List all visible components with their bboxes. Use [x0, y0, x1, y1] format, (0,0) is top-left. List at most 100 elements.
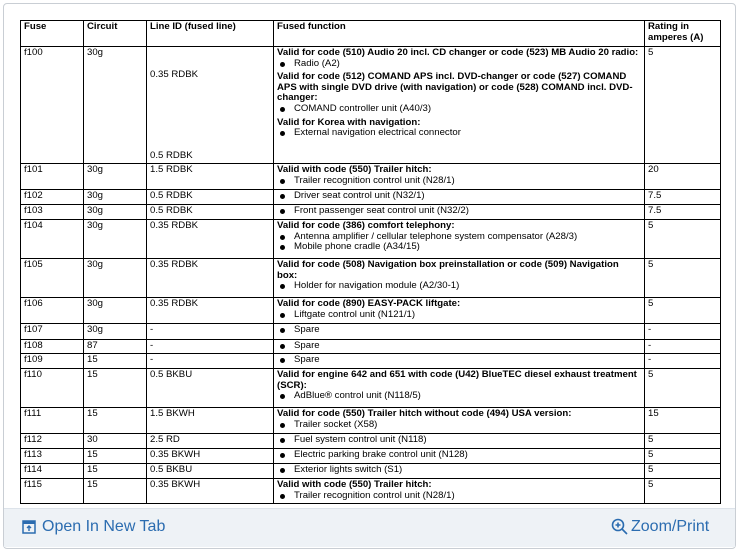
line-id: 0.5 BKBU: [150, 369, 193, 380]
line-id: 0.35 RDBK: [150, 69, 198, 80]
fuse-cell: f105: [20, 258, 84, 298]
function-block: Valid for code (508) Navigation box prei…: [277, 260, 641, 292]
rating-cell: 5: [644, 448, 721, 464]
function-items: Spare: [277, 325, 641, 336]
line-id: -: [150, 354, 154, 365]
function-block: Valid for engine 642 and 651 with code (…: [277, 370, 641, 402]
function-cell: Exterior lights switch (S1): [273, 463, 645, 479]
function-items: Liftgate control unit (N121/1): [277, 309, 641, 321]
rating-cell: 20: [644, 163, 721, 190]
rating-cell: 7.5: [644, 204, 721, 220]
zoom-text: Zoom/Print: [631, 518, 710, 535]
rating-cell: 5: [644, 368, 721, 408]
fuse-cell: f100: [20, 46, 84, 164]
fuse-table: Fuse Circuit Line ID (fused line) Fused fun…: [20, 20, 721, 504]
line-id: 0.35 BKWH: [150, 479, 201, 490]
function-items: Spare: [277, 341, 641, 352]
table-row: f108 87- Spare -: [20, 339, 721, 354]
table-row: f111 15 1.5 BKWH Valid for code (550) Trail…: [20, 407, 721, 434]
circuit-cell: 30g: [83, 204, 147, 220]
document: Fuse Circuit Line ID (fused line) Fused fun…: [20, 20, 721, 504]
function-items: Holder for navigation module (A2/30-1): [277, 281, 641, 292]
line-id: 0.35 RDBK: [150, 259, 198, 270]
rating-cell: 7.5: [644, 189, 721, 205]
footer-bar: Open In New Tab Zoom/Print: [4, 508, 735, 547]
circuit-cell: 30g: [83, 323, 147, 340]
table-row: f104 30g 0.35 RDBK Valid for code (386) com…: [20, 219, 721, 259]
function-items: External navigation electrical connector: [277, 128, 641, 139]
header-row: Fuse Circuit Line ID (fused line) Fused fun…: [20, 20, 721, 47]
function-items: Electric parking brake control unit (N12…: [277, 450, 641, 461]
function-heading: Valid for code (508) Navigation box prei…: [277, 259, 619, 281]
line-id: 0.5 RDBK: [150, 190, 193, 201]
circuit-cell: 30g: [83, 46, 147, 164]
line-id: -: [150, 324, 154, 335]
line-id-cell: 0.35 BKWH: [146, 478, 274, 504]
table-row: f107 30g - Spare -: [20, 323, 721, 340]
line-id-list: -: [150, 341, 270, 352]
line-id-cell: 2.5 RD: [146, 433, 274, 449]
function-items: AdBlue® control unit (N118/5): [277, 391, 641, 402]
fuse-cell: f102: [20, 189, 84, 205]
line-id: -: [150, 340, 154, 351]
circuit-cell: 87: [83, 339, 147, 354]
function-cell: Valid for code (550) Trailer hitch witho…: [273, 407, 645, 434]
line-id: 0.35 RDBK: [150, 220, 198, 231]
function-item: External navigation electrical connector: [277, 128, 641, 139]
line-id: 1.5 BKWH: [150, 408, 195, 419]
function-block: Driver seat control unit (N32/1): [277, 191, 641, 202]
table-row: f106 30g 0.35 RDBK Valid for code (890) EAS…: [20, 297, 721, 324]
open-tab-link[interactable]: Open In New Tab: [22, 518, 165, 536]
circuit-cell: 30g: [83, 163, 147, 190]
line-id-cell: 1.5 BKWH: [146, 407, 274, 434]
function-block: Valid for code (890) EASY-PACK liftgate:…: [277, 299, 641, 320]
rating-cell: -: [644, 353, 721, 369]
function-block: Valid for code (510) Audio 20 incl. CD c…: [277, 48, 641, 69]
function-item: Radio (A2): [277, 58, 641, 70]
function-item: Front passenger seat control unit (N32/2…: [277, 206, 641, 217]
function-block: Electric parking brake control unit (N12…: [277, 450, 641, 461]
function-heading: Valid for code (890) EASY-PACK liftgate:: [277, 298, 461, 309]
line-id-list: 0.35 RDBK 0.5 RDBK: [150, 48, 270, 162]
line-id-cell: -: [146, 323, 274, 340]
fuse-cell: f114: [20, 463, 84, 479]
line-id-cell: 0.35 RDBK: [146, 219, 274, 259]
line-id: 0.35 BKWH: [150, 449, 201, 460]
circuit-cell: 30g: [83, 297, 147, 324]
line-id-cell: 0.35 RDBK: [146, 297, 274, 324]
function-item: Mobile phone cradle (A34/15): [277, 242, 641, 253]
circuit-cell: 30: [83, 433, 147, 449]
function-block: Valid for code (550) Trailer hitch witho…: [277, 409, 641, 430]
fuse-cell: f106: [20, 297, 84, 324]
function-item: Electric parking brake control unit (N12…: [277, 450, 641, 461]
function-items: Radio (A2): [277, 58, 641, 70]
function-heading: Valid with code (550) Trailer hitch:: [277, 164, 432, 175]
table-row: f102 30g 0.5 RDBK Driver seat control unit …: [20, 189, 721, 205]
function-item: Spare: [277, 325, 641, 336]
line-id-list: 0.5 RDBK: [150, 191, 270, 203]
line-id: 0.5 BKBU: [150, 464, 193, 475]
function-item: Holder for navigation module (A2/30-1): [277, 281, 641, 292]
function-cell: Valid for code (508) Navigation box prei…: [273, 258, 645, 298]
function-item: Fuel system control unit (N118): [277, 435, 641, 446]
rating-cell: 5: [644, 297, 721, 324]
rating-cell: 5: [644, 219, 721, 259]
header-cell: Circuit: [83, 20, 147, 47]
table-row: f112 30 2.5 RD Fuel system control unit (N1…: [20, 433, 721, 449]
circuit-cell: 15: [83, 368, 147, 408]
function-heading: Valid for Korea with navigation:: [277, 116, 421, 128]
line-id: 2.5 RD: [150, 434, 180, 445]
zoom-link[interactable]: Zoom/Print: [611, 518, 709, 536]
function-cell: Spare: [273, 323, 645, 340]
function-heading: Valid for code (386) comfort telephony:: [277, 220, 455, 231]
function-block: Fuel system control unit (N118): [277, 435, 641, 446]
function-heading: Valid for code (512) COMAND APS incl. DV…: [277, 71, 633, 104]
circuit-cell: 15: [83, 478, 147, 504]
line-id-list: 0.35 BKWH: [150, 480, 270, 502]
function-cell: Fuel system control unit (N118): [273, 433, 645, 449]
function-block: Valid for Korea with navigation: External…: [277, 116, 641, 139]
function-block: Valid for code (386) comfort telephony: A…: [277, 221, 641, 253]
table-row: f105 30g 0.35 RDBK Valid for code (508) Nav…: [20, 258, 721, 298]
fuse-cell: f109: [20, 353, 84, 369]
table-row: f113 15 0.35 BKWH Electric parking brake co…: [20, 448, 721, 464]
